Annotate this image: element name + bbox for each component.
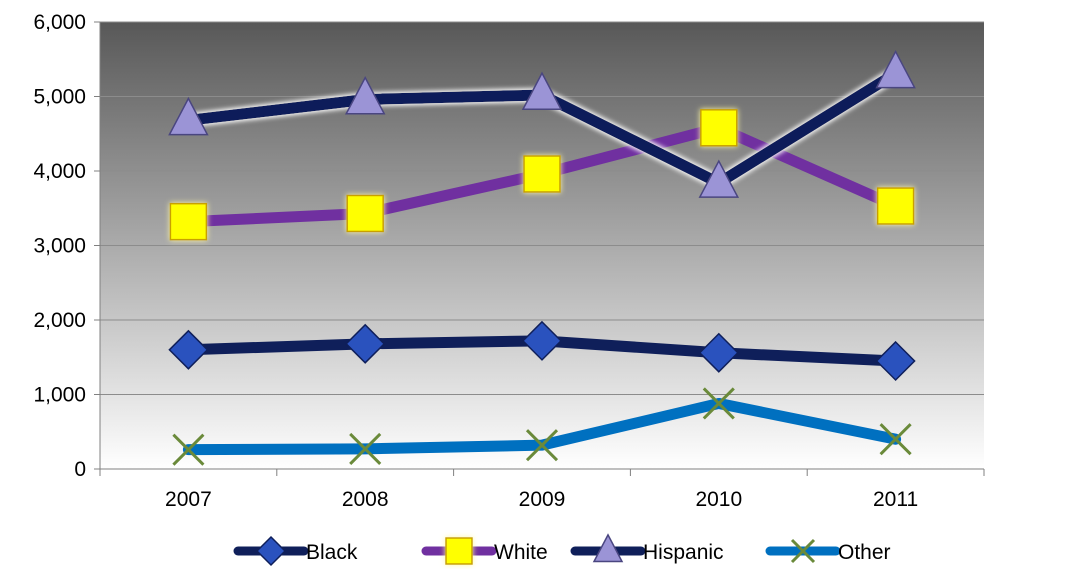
y-tick-label-1: 1,000: [33, 384, 86, 407]
point-other-1: [349, 432, 382, 465]
y-tick-label-0: 0: [74, 458, 86, 481]
point-white-4: [876, 187, 915, 225]
legend-item-black: Black: [233, 535, 358, 567]
point-black-0: [168, 329, 209, 370]
point-hispanic-1: [344, 76, 386, 115]
point-black-3: [698, 332, 739, 373]
legend-marker-white: [445, 537, 473, 565]
point-white-0: [169, 202, 208, 241]
series-black: [168, 320, 916, 382]
point-hispanic-0: [168, 96, 209, 136]
legend-item-white: White: [421, 537, 548, 565]
point-other-0: [172, 433, 205, 466]
legend-marker-other: [790, 538, 816, 564]
legend-label-white: White: [494, 541, 548, 564]
point-white-2: [523, 155, 561, 193]
y-tick-label-6: 6,000: [33, 11, 86, 34]
legend-item-hispanic: Hispanic: [570, 533, 724, 564]
series-hispanic: [168, 49, 916, 198]
point-white-3: [700, 109, 738, 147]
point-other-3: [702, 387, 735, 420]
point-hispanic-4: [875, 49, 916, 89]
legend-label-other: Other: [838, 541, 891, 564]
point-hispanic-2: [521, 71, 563, 111]
point-black-1: [345, 323, 386, 364]
legend-marker-hispanic: [592, 533, 624, 563]
legend-item-other: Other: [765, 538, 891, 564]
legend-marker-black: [255, 535, 287, 567]
x-tick-label-1: 2008: [342, 488, 389, 511]
point-black-4: [875, 340, 916, 382]
x-tick-label-4: 2011: [873, 488, 918, 511]
axes: [94, 21, 985, 476]
y-tick-label-4: 4,000: [33, 160, 86, 183]
y-tick-labels: 0 1,000 2,000 3,000 4,000 5,000 6,000: [33, 11, 86, 481]
point-other-4: [879, 423, 912, 456]
series-white: [169, 109, 915, 241]
x-tick-label-3: 2010: [695, 488, 742, 511]
point-white-1: [346, 194, 384, 233]
y-tick-label-3: 3,000: [33, 235, 86, 258]
y-tick-label-5: 5,000: [33, 86, 86, 109]
point-hispanic-3: [698, 159, 740, 198]
legend-label-hispanic: Hispanic: [643, 541, 724, 564]
x-tick-label-0: 2007: [165, 488, 212, 511]
x-tick-label-2: 2009: [519, 488, 566, 511]
point-other-2: [525, 429, 559, 462]
point-black-2: [521, 320, 563, 361]
series-other: [172, 387, 912, 466]
x-tick-labels: 2007 2008 2009 2010 2011: [165, 488, 918, 511]
y-tick-label-2: 2,000: [33, 309, 86, 332]
series-group: [168, 49, 916, 466]
legend-label-black: Black: [306, 541, 358, 564]
legend: Black White Hispanic Other: [233, 533, 891, 567]
